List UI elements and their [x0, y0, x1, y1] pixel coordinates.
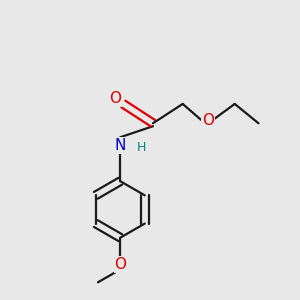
Text: N: N	[115, 138, 126, 153]
Text: O: O	[202, 113, 214, 128]
Text: O: O	[109, 91, 121, 106]
Text: O: O	[114, 257, 126, 272]
Text: H: H	[137, 140, 146, 154]
